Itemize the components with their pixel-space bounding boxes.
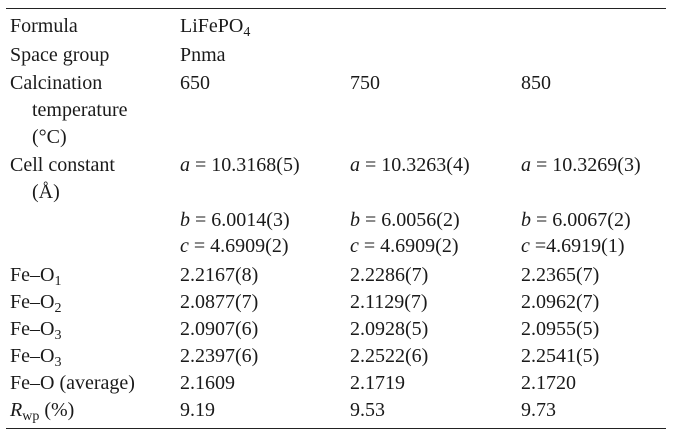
fe-o3-650: 2.0907(6) (180, 318, 259, 340)
fe-o-average-650: 2.1609 (180, 372, 235, 394)
calcination-label-line-1: Calcination (10, 72, 103, 94)
space-group-label: Space group (10, 44, 110, 66)
cell-c-850: c =4.6919(1) (521, 235, 625, 257)
temperature-850: 850 (521, 72, 551, 94)
rwp-650: 9.19 (180, 399, 215, 421)
cell-a-650: a = 10.3168(5) (180, 154, 300, 176)
temperature-650: 650 (180, 72, 210, 94)
cell-c-750: c = 4.6909(2) (350, 235, 459, 257)
fe-o1-label: Fe–O1 (10, 264, 62, 289)
rwp-label: Rwp (%) (10, 399, 75, 424)
rwp-850: 9.73 (521, 399, 556, 421)
fe-o3-second-750: 2.2522(6) (350, 345, 429, 367)
cell-c-650: c = 4.6909(2) (180, 235, 289, 257)
rwp-750: 9.53 (350, 399, 385, 421)
cell-constant-label-line-1: Cell constant (10, 154, 115, 176)
fe-o3-850: 2.0955(5) (521, 318, 600, 340)
fe-o3-second-650: 2.2397(6) (180, 345, 259, 367)
fe-o-average-750: 2.1719 (350, 372, 405, 394)
fe-o2-850: 2.0962(7) (521, 291, 600, 313)
fe-o1-750: 2.2286(7) (350, 264, 429, 286)
bottom-rule (6, 428, 666, 429)
cell-b-750: b = 6.0056(2) (350, 209, 460, 231)
cell-a-750: a = 10.3263(4) (350, 154, 470, 176)
formula-value: LiFePO4 (180, 15, 251, 40)
fe-o3-750: 2.0928(5) (350, 318, 429, 340)
fe-o1-650: 2.2167(8) (180, 264, 259, 286)
fe-o-average-label: Fe–O (average) (10, 372, 135, 394)
fe-o1-850: 2.2365(7) (521, 264, 600, 286)
fe-o3-label: Fe–O3 (10, 318, 62, 343)
fe-o2-label: Fe–O2 (10, 291, 62, 316)
fe-o2-750: 2.1129(7) (350, 291, 428, 313)
calcination-label-line-3: (°C) (32, 126, 67, 148)
formula-label: Formula (10, 15, 78, 37)
cell-b-650: b = 6.0014(3) (180, 209, 290, 231)
top-rule (6, 8, 666, 9)
space-group-value: Pnma (180, 44, 226, 66)
cell-a-850: a = 10.3269(3) (521, 154, 641, 176)
fe-o2-650: 2.0877(7) (180, 291, 259, 313)
calcination-label-line-2: temperature (32, 99, 128, 121)
temperature-750: 750 (350, 72, 380, 94)
fe-o3-second-label: Fe–O3 (10, 345, 62, 370)
fe-o-average-850: 2.1720 (521, 372, 576, 394)
cell-b-850: b = 6.0067(2) (521, 209, 631, 231)
cell-constant-label-line-2: (Å) (32, 181, 60, 203)
fe-o3-second-850: 2.2541(5) (521, 345, 600, 367)
